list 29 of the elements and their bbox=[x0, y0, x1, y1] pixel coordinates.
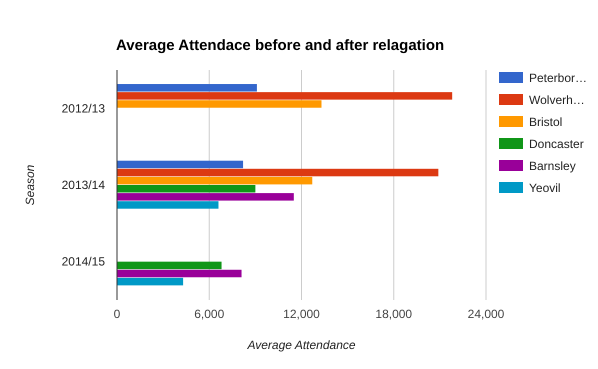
x-tick-label: 24,000 bbox=[468, 307, 505, 321]
legend-label: Peterbor… bbox=[529, 71, 588, 85]
y-tick-label: 2014/15 bbox=[62, 254, 106, 269]
legend-label: Doncaster bbox=[529, 137, 584, 151]
bar bbox=[117, 270, 242, 278]
y-axis-title: Season bbox=[23, 164, 37, 206]
x-tick-label: 6,000 bbox=[194, 307, 225, 321]
bar bbox=[117, 168, 438, 176]
y-tick-label: 2013/14 bbox=[62, 178, 106, 192]
chart-title: Average Attendace before and after relagation bbox=[116, 37, 444, 54]
legend-label: Wolverh… bbox=[529, 93, 585, 107]
x-axis-title: Average Attendance bbox=[246, 338, 356, 352]
bar bbox=[117, 278, 184, 286]
x-tick-label: 18,000 bbox=[375, 307, 412, 321]
bar bbox=[117, 201, 218, 209]
legend-label: Bristol bbox=[529, 115, 562, 129]
x-tick-label: 0 bbox=[114, 307, 121, 321]
bar bbox=[117, 92, 452, 100]
legend-label: Barnsley bbox=[529, 159, 576, 173]
bar bbox=[117, 185, 256, 192]
legend-label: Yeovil bbox=[529, 181, 561, 195]
bar bbox=[117, 193, 294, 201]
bar bbox=[117, 262, 222, 270]
bar bbox=[117, 176, 312, 184]
bar bbox=[117, 100, 322, 108]
x-tick-label: 12,000 bbox=[283, 307, 320, 321]
y-tick-label: 2012/13 bbox=[62, 101, 106, 116]
bar bbox=[117, 160, 244, 168]
bar bbox=[117, 84, 257, 92]
